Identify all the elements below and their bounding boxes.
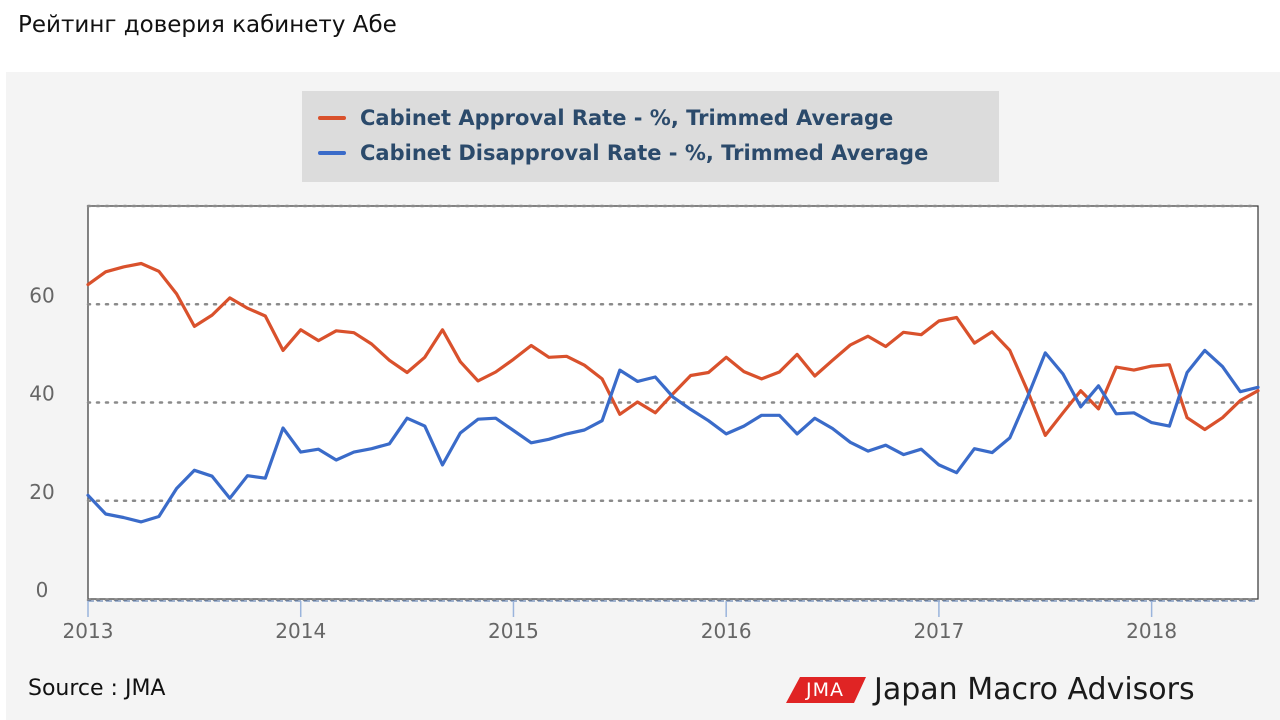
legend-label-approval: Cabinet Approval Rate - %, Trimmed Avera… <box>360 106 894 130</box>
legend-item-approval: Cabinet Approval Rate - %, Trimmed Avera… <box>318 103 893 133</box>
brand-name: Japan Macro Advisors <box>874 672 1195 707</box>
gridlines-over <box>86 204 1260 602</box>
y-tick-label-60: 60 <box>29 283 54 307</box>
x-tick-label-2013: 2013 <box>63 619 114 643</box>
x-tick-label-2018: 2018 <box>1126 619 1177 643</box>
series-layer <box>86 261 1260 524</box>
y-tick-label-40: 40 <box>29 382 54 406</box>
axes: 0 20 40 60 2013 2014 2015 2016 2017 2018 <box>29 283 1258 643</box>
legend: Cabinet Approval Rate - %, Trimmed Avera… <box>302 91 999 182</box>
legend-swatch-disapproval <box>318 151 346 155</box>
y-tick-label-0: 0 <box>36 578 49 602</box>
logo-text: JMA <box>806 678 844 701</box>
source-note: Source : JMA <box>28 676 166 701</box>
legend-swatch-approval <box>318 116 346 120</box>
jma-logo: JMA <box>786 673 866 707</box>
page-title: Рейтинг доверия кабинету Абе <box>18 12 397 38</box>
brand: JMA Japan Macro Advisors <box>786 672 1195 707</box>
legend-item-disapproval: Cabinet Disapproval Rate - %, Trimmed Av… <box>318 138 928 168</box>
series-line-0 <box>86 261 1260 437</box>
y-tick-label-20: 20 <box>29 480 54 504</box>
x-tick-label-2015: 2015 <box>488 619 539 643</box>
x-tick-label-2016: 2016 <box>701 619 752 643</box>
series-line-1 <box>86 348 1260 524</box>
x-tick-label-2014: 2014 <box>275 619 326 643</box>
x-tick-label-2017: 2017 <box>913 619 964 643</box>
legend-label-disapproval: Cabinet Disapproval Rate - %, Trimmed Av… <box>360 141 929 165</box>
